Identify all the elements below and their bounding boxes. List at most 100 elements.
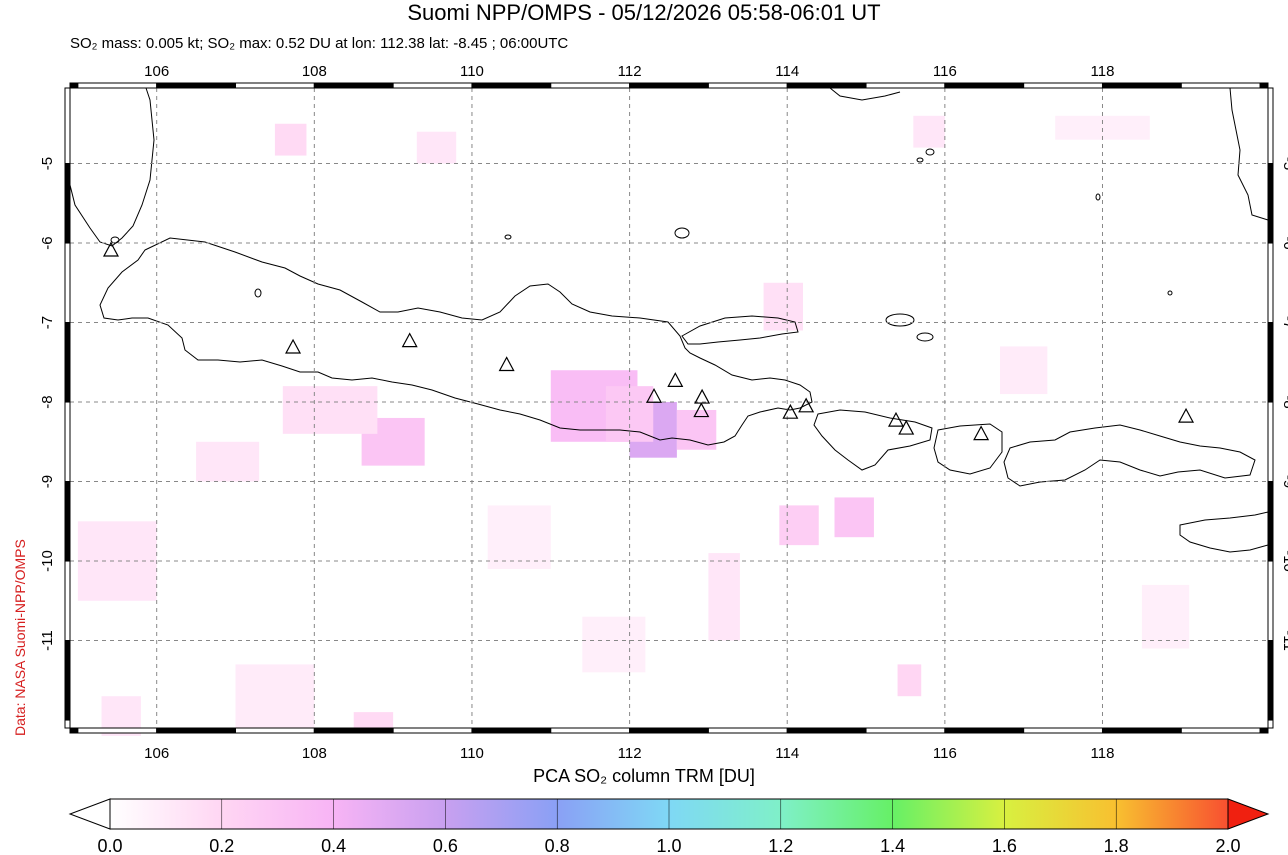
frame-segment	[1259, 82, 1269, 89]
lat-tick-label-right: -7	[1280, 316, 1288, 329]
island-small-3	[110, 236, 120, 244]
volcano-icon	[887, 411, 904, 427]
so2-cell	[235, 664, 315, 728]
frame-segment	[1267, 481, 1274, 562]
volcano-icon	[693, 402, 710, 418]
frame-segment	[707, 727, 788, 734]
coastline-sumatra	[69, 87, 155, 247]
frame-segment	[1023, 82, 1103, 89]
lat-tick-label-right: -6	[1280, 236, 1288, 249]
frame-segment	[944, 82, 1025, 89]
so2-cell	[274, 123, 307, 156]
frame-segment	[392, 727, 473, 734]
lon-tick-label-bottom: 110	[460, 745, 484, 760]
colorbar-tick-label: 0.6	[433, 836, 458, 855]
frame-segment	[64, 401, 71, 483]
island-small-2	[254, 288, 262, 298]
frame-segment	[944, 727, 1025, 734]
coastline-sumbawa	[1003, 424, 1256, 487]
so2-cell	[582, 616, 646, 673]
frame-segment	[786, 82, 867, 89]
lat-tick-label-left: -11	[39, 630, 56, 651]
frame-segment	[77, 727, 158, 734]
frame-segment	[1267, 401, 1274, 483]
so2-cell	[779, 505, 819, 546]
so2-cell	[282, 386, 378, 434]
island-small-4	[925, 148, 935, 156]
so2-cell	[487, 505, 551, 569]
so2-cell	[353, 712, 394, 732]
frame-segment	[64, 560, 71, 642]
coastline-lombok	[933, 423, 1003, 475]
lon-tick-label-bottom: 118	[1091, 745, 1115, 760]
island-bawean	[674, 227, 690, 239]
frame-segment	[64, 322, 71, 403]
frame-segment	[64, 640, 71, 721]
frame-segment	[707, 82, 788, 89]
lon-tick-label-top: 112	[618, 63, 642, 80]
lat-tick-label-right: -9	[1280, 475, 1288, 488]
volcano-icon	[646, 388, 663, 403]
frame-segment	[77, 82, 158, 89]
frame-segment	[1267, 87, 1274, 165]
lon-tick-label-top: 108	[302, 63, 327, 80]
frame-segment	[471, 727, 552, 734]
frame-segment	[629, 82, 709, 89]
lat-tick-label-left: -10	[39, 550, 56, 572]
so2-cell	[897, 664, 922, 697]
volcano-icon	[694, 388, 711, 404]
island-small-6	[1095, 193, 1101, 201]
frame-segment	[629, 727, 709, 734]
colorbar-tick-label: 1.6	[992, 836, 1017, 855]
frame-segment	[471, 82, 552, 89]
lon-tick-label-bottom: 108	[302, 745, 327, 760]
frame-segment	[313, 727, 394, 734]
island-small-1	[916, 332, 934, 342]
lon-tick-label-top: 116	[933, 63, 957, 80]
volcano-icon	[1178, 407, 1195, 423]
volcano-markers	[102, 241, 1195, 441]
so2-cell	[834, 497, 874, 538]
so2-cell	[1141, 584, 1190, 649]
frame-segment	[786, 727, 867, 734]
lat-tick-label-right: -10	[1280, 550, 1288, 572]
colorbar-low-arrow	[68, 798, 111, 830]
frame-segment	[865, 82, 946, 89]
coastline-sumba	[1179, 511, 1269, 553]
colorbar-tick-label: 0.0	[97, 836, 122, 855]
lat-tick-label-right: -8	[1280, 395, 1288, 408]
colorbar-tick-label: 1.4	[880, 836, 905, 855]
coastline-bali	[813, 409, 933, 471]
frame-segment	[64, 481, 71, 562]
lat-tick-label-right: -5	[1280, 157, 1288, 170]
so2-cell	[913, 115, 945, 148]
frame-segment	[392, 82, 473, 89]
frame-segment	[1180, 727, 1261, 734]
colorbar-tick-label: 0.8	[545, 836, 570, 855]
coastline-borneo	[829, 87, 901, 101]
frame-segment	[1259, 727, 1269, 734]
frame-segment	[1101, 727, 1182, 734]
lon-tick-label-top: 118	[1091, 63, 1115, 80]
lon-tick-label-top: 114	[775, 63, 799, 80]
volcano-icon	[782, 403, 799, 419]
colorbar-high-arrow	[1227, 798, 1270, 830]
island-kangean	[885, 313, 915, 327]
volcano-icon	[667, 372, 684, 387]
frame-segment	[156, 82, 237, 89]
colorbar-tick-label: 1.0	[656, 836, 681, 855]
frame-segment	[64, 163, 71, 244]
colorbar-title: PCA SO₂ column TRM [DU]	[533, 766, 755, 786]
frame-segment	[1267, 322, 1274, 403]
lat-lon-grid	[70, 88, 1268, 728]
frame-segment	[1023, 727, 1103, 734]
frame-segment	[1267, 719, 1274, 729]
coastline-java	[99, 237, 813, 446]
map-title: Suomi NPP/OMPS - 05/12/2026 05:58-06:01 …	[407, 0, 881, 25]
colorbar-tick-label: 1.8	[1104, 836, 1129, 855]
lon-tick-label-bottom: 116	[933, 745, 957, 760]
frame-segment	[1101, 82, 1182, 89]
frame-segment	[1267, 560, 1274, 642]
volcano-icon	[401, 332, 418, 348]
map-subtitle: SO₂ mass: 0.005 kt; SO₂ max: 0.52 DU at …	[70, 35, 569, 52]
